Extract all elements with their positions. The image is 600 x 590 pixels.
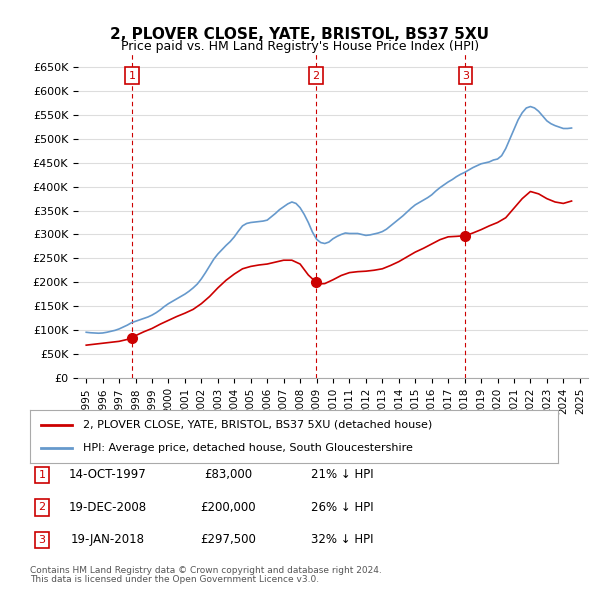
- Text: Price paid vs. HM Land Registry's House Price Index (HPI): Price paid vs. HM Land Registry's House …: [121, 40, 479, 53]
- Text: 2, PLOVER CLOSE, YATE, BRISTOL, BS37 5XU: 2, PLOVER CLOSE, YATE, BRISTOL, BS37 5XU: [110, 27, 490, 41]
- Text: £200,000: £200,000: [200, 501, 256, 514]
- Text: 3: 3: [462, 71, 469, 81]
- Text: 19-JAN-2018: 19-JAN-2018: [71, 533, 145, 546]
- Text: Contains HM Land Registry data © Crown copyright and database right 2024.: Contains HM Land Registry data © Crown c…: [30, 566, 382, 575]
- Text: £297,500: £297,500: [200, 533, 256, 546]
- Text: 21% ↓ HPI: 21% ↓ HPI: [311, 468, 373, 481]
- Text: This data is licensed under the Open Government Licence v3.0.: This data is licensed under the Open Gov…: [30, 575, 319, 584]
- Text: 26% ↓ HPI: 26% ↓ HPI: [311, 501, 373, 514]
- Text: 19-DEC-2008: 19-DEC-2008: [69, 501, 147, 514]
- Text: 3: 3: [38, 535, 46, 545]
- Text: 32% ↓ HPI: 32% ↓ HPI: [311, 533, 373, 546]
- Text: 14-OCT-1997: 14-OCT-1997: [69, 468, 147, 481]
- Text: HPI: Average price, detached house, South Gloucestershire: HPI: Average price, detached house, Sout…: [83, 443, 413, 453]
- Text: £83,000: £83,000: [204, 468, 252, 481]
- Text: 1: 1: [38, 470, 46, 480]
- Text: 2: 2: [313, 71, 320, 81]
- Text: 2, PLOVER CLOSE, YATE, BRISTOL, BS37 5XU (detached house): 2, PLOVER CLOSE, YATE, BRISTOL, BS37 5XU…: [83, 420, 432, 430]
- Text: 1: 1: [128, 71, 136, 81]
- Text: 2: 2: [38, 503, 46, 512]
